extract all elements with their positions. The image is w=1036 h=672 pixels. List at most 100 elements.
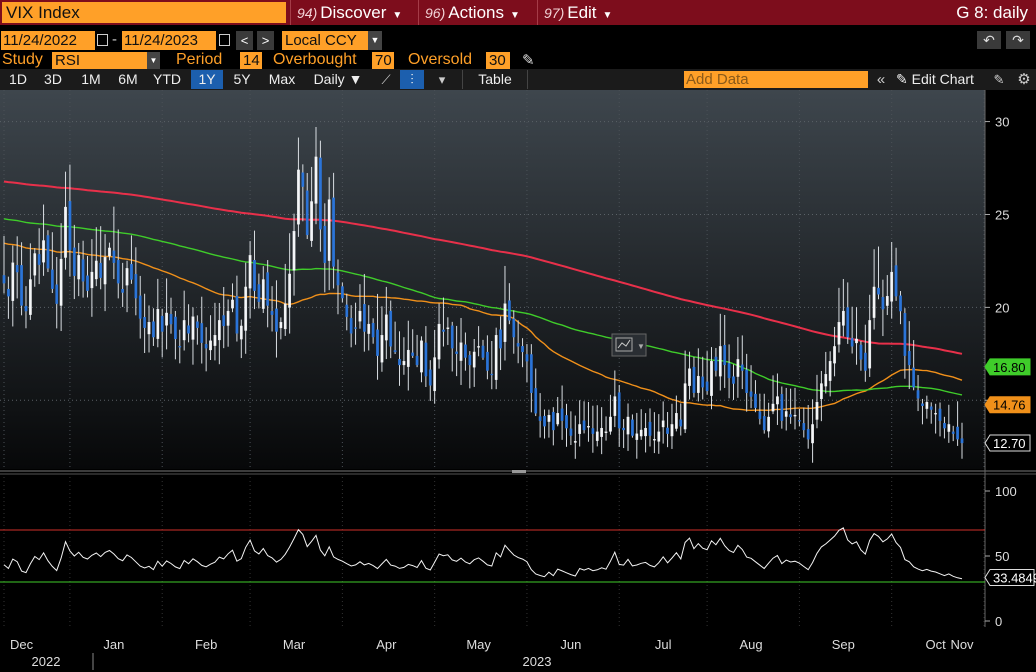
price-and-rsi-chart[interactable]: 15202530050100DecJanFebMarAprMayJunJulAu… <box>0 90 1036 672</box>
svg-text:▼: ▼ <box>637 342 645 351</box>
period-1d-button[interactable]: 1D <box>9 71 27 87</box>
discover-menu[interactable]: 94) Discover ▼ <box>290 0 416 25</box>
candle <box>780 386 784 429</box>
candle <box>587 401 590 442</box>
candle-body <box>165 312 168 326</box>
month-label: Mar <box>283 637 306 652</box>
candle <box>90 239 94 317</box>
candle-body <box>560 408 564 421</box>
candle-body <box>881 297 885 310</box>
candle <box>609 394 612 435</box>
redo-icon[interactable]: ↷ <box>1006 31 1030 49</box>
candle-body <box>661 420 665 428</box>
pencil-icon[interactable]: ✎ <box>522 52 535 69</box>
calendar-icon[interactable] <box>219 34 230 46</box>
candle-body <box>556 413 560 425</box>
line-chart-icon[interactable]: ⟋ <box>381 72 391 87</box>
candle <box>512 310 516 354</box>
candle-body <box>20 265 23 306</box>
edit-chart-button[interactable]: ✎ Edit Chart <box>896 70 974 89</box>
period-6m-button[interactable]: 6M <box>118 71 138 87</box>
study-select[interactable]: RSI ▼ <box>52 52 160 69</box>
candle <box>472 339 476 387</box>
candle <box>613 370 617 428</box>
candle <box>59 223 63 332</box>
actions-menu[interactable]: 96) Actions ▼ <box>418 0 535 25</box>
period-1y-button[interactable]: 1Y <box>191 70 223 89</box>
candle-body <box>72 247 76 276</box>
month-label: Sep <box>832 637 855 652</box>
candle-body <box>323 225 327 263</box>
candle-body <box>24 306 28 312</box>
end-date-input[interactable]: 11/24/2023 <box>122 31 216 50</box>
candle-body <box>934 413 937 415</box>
candle <box>94 227 98 287</box>
candle-body <box>204 344 208 349</box>
candle <box>943 416 946 439</box>
next-period-button[interactable]: > <box>257 31 274 50</box>
candle <box>336 259 340 315</box>
period-1m-button[interactable]: 1M <box>81 71 101 87</box>
edit-menu[interactable]: 97) Edit ▼ <box>537 0 623 25</box>
table-button[interactable]: Table <box>462 70 528 89</box>
candle <box>912 340 916 391</box>
candle-body <box>639 429 643 437</box>
candle-body <box>94 260 98 280</box>
period-max-button[interactable]: Max <box>268 71 296 87</box>
candle-body <box>780 394 784 421</box>
candle-body <box>297 169 300 225</box>
security-field[interactable]: VIX Index <box>2 2 286 23</box>
start-date-input[interactable]: 11/24/2022 <box>1 31 95 50</box>
candle <box>239 319 243 359</box>
candle <box>222 286 226 349</box>
prev-period-button[interactable]: < <box>236 31 253 50</box>
period-ytd-button[interactable]: YTD <box>153 71 181 87</box>
candle <box>11 245 15 327</box>
calendar-icon[interactable] <box>97 34 108 46</box>
panel-resize-handle[interactable] <box>512 470 526 473</box>
chart-type-popup[interactable]: ▼ <box>611 333 647 357</box>
candle <box>226 299 230 347</box>
candle-body <box>50 269 54 289</box>
candle <box>657 414 661 454</box>
candle <box>200 296 204 364</box>
candle-body <box>253 259 256 291</box>
candle-body <box>7 288 10 297</box>
currency-select[interactable]: Local CCY ▼ <box>282 31 382 50</box>
candle <box>235 275 239 342</box>
annotate-icon[interactable]: ✎ <box>993 72 1005 87</box>
period-5y-button[interactable]: 5Y <box>233 71 251 87</box>
candle <box>450 321 454 372</box>
chart-type-dropdown-icon[interactable]: ▾ <box>438 72 446 87</box>
month-label: Jun <box>560 637 581 652</box>
undo-icon[interactable]: ↶ <box>977 31 1001 49</box>
gear-icon[interactable]: ⚙ <box>1017 71 1031 88</box>
candle <box>191 307 195 365</box>
frequency-select[interactable]: Daily ▼ <box>313 71 363 87</box>
candle-body <box>384 314 388 341</box>
candle-body <box>859 344 863 360</box>
candle-body <box>745 369 749 393</box>
candle-body <box>732 376 735 384</box>
caret-down-icon: ▼ <box>368 31 382 50</box>
candlestick-icon[interactable]: ⫶ <box>400 70 424 89</box>
candle-body <box>143 317 146 328</box>
candle <box>494 327 498 390</box>
overbought-input[interactable]: 70 <box>372 52 394 69</box>
candle-body <box>15 265 19 273</box>
candle-body <box>960 438 964 444</box>
candle-body <box>442 329 445 332</box>
candle-body <box>811 424 814 444</box>
oversold-input[interactable]: 30 <box>486 52 510 69</box>
add-data-input[interactable]: Add Data <box>684 71 868 88</box>
period-label: Period <box>176 51 223 68</box>
collapse-left-icon[interactable]: « <box>876 71 886 88</box>
candle <box>885 275 889 316</box>
candle-body <box>815 401 819 420</box>
candle <box>411 329 415 358</box>
candle-body <box>727 363 731 379</box>
candle <box>934 403 937 434</box>
candle-body <box>841 310 845 326</box>
period-3d-button[interactable]: 3D <box>44 71 62 87</box>
period-input[interactable]: 14 <box>240 52 262 69</box>
